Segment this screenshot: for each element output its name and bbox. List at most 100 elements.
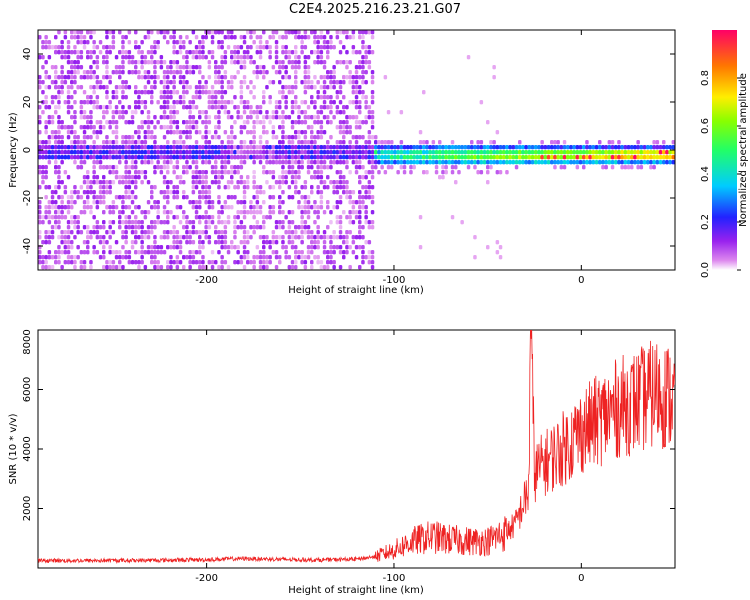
spectrogram-cell xyxy=(156,145,160,150)
spectrogram-cell xyxy=(505,150,509,155)
spectrogram-cell xyxy=(44,35,48,40)
spectrogram-cell xyxy=(326,85,330,90)
spectrogram-cell xyxy=(44,195,48,200)
spectrogram-cell xyxy=(156,100,160,105)
spectrogram-cell xyxy=(185,90,189,95)
spectrogram-cell xyxy=(326,175,330,180)
spectrogram-cell xyxy=(658,160,663,165)
spectrogram-cell xyxy=(262,165,266,170)
spectrogram-cell xyxy=(348,35,352,40)
spectrogram-cell xyxy=(127,140,132,145)
spectrogram-cell xyxy=(217,220,221,225)
spectrogram-cell xyxy=(300,240,304,245)
spectrogram-cell xyxy=(671,160,675,165)
spectrogram-cell xyxy=(370,35,375,40)
spectrogram-cell xyxy=(98,160,103,165)
spectrogram-cell xyxy=(153,65,157,70)
spectrogram-cell xyxy=(66,255,71,260)
spectrogram-cell xyxy=(47,160,52,165)
spectrogram-cell xyxy=(60,210,64,215)
spectrogram-cell xyxy=(50,215,55,220)
spectrogram-cell xyxy=(338,145,343,150)
spectrogram-cell xyxy=(70,95,74,100)
spectrogram-cell xyxy=(281,180,285,185)
spectrogram-cell xyxy=(370,185,375,190)
spectrogram-cell xyxy=(326,250,330,255)
spectrogram-cell xyxy=(38,120,42,125)
spectrogram-cell xyxy=(108,210,112,215)
spectrogram-cell xyxy=(498,160,503,165)
spectrogram-cell xyxy=(345,30,349,35)
spectrogram-cell xyxy=(486,245,490,250)
spectrogram-cell xyxy=(242,140,247,145)
spectrogram-cell xyxy=(233,170,237,175)
spectrogram-cell xyxy=(95,155,100,160)
spectrogram-cell xyxy=(76,195,80,200)
spectrogram-cell xyxy=(114,105,119,110)
spectrogram-cell xyxy=(41,215,45,220)
spectrogram-cell xyxy=(207,205,212,210)
spectrogram-cell xyxy=(556,145,560,150)
spectrogram-cell xyxy=(166,95,170,100)
spectrogram-cell xyxy=(473,160,477,165)
spectrogram-cell xyxy=(124,165,128,170)
spectrogram-cell xyxy=(297,115,301,120)
spectrogram-cell xyxy=(194,165,199,170)
spectrogram-cell xyxy=(230,195,234,200)
spectrogram-cell xyxy=(220,170,224,175)
spectrogram-cell xyxy=(274,50,279,55)
spectrogram-cell xyxy=(338,60,343,65)
spectrogram-cell xyxy=(354,135,359,140)
spectrogram-cell xyxy=(105,260,109,265)
spectrogram-cell xyxy=(534,150,538,155)
spectrogram-cell xyxy=(60,120,64,125)
spectrogram-cell xyxy=(319,105,324,110)
spectrogram-cell xyxy=(223,90,228,95)
spectrogram-cell xyxy=(255,150,260,155)
spectrogram-cell xyxy=(313,245,317,250)
spectrogram-cell xyxy=(226,100,231,105)
spectrogram-cell xyxy=(246,255,250,260)
spectrogram-cell xyxy=(338,250,343,255)
spectrogram-cell xyxy=(300,235,304,240)
spectrogram-cell xyxy=(150,50,154,55)
spectrogram-cell xyxy=(118,155,122,160)
spectrogram-cell xyxy=(351,80,356,85)
spectrogram-cell xyxy=(326,150,330,155)
spectrogram-cell xyxy=(111,140,116,145)
spectrogram-cell xyxy=(242,240,247,245)
spectrogram-cell xyxy=(217,70,221,75)
spectrogram-cell xyxy=(201,50,205,55)
spectrogram-cell xyxy=(364,100,368,105)
spectrogram-cell xyxy=(255,110,260,115)
spectrogram-cell xyxy=(642,155,647,160)
spectrogram-cell xyxy=(358,50,362,55)
spectrogram-cell xyxy=(255,245,260,250)
spectrogram-cell xyxy=(287,30,292,35)
spectrogram-cell xyxy=(175,145,180,150)
spectrogram-cell xyxy=(89,110,93,115)
spectrogram-cell xyxy=(182,55,186,60)
spectrogram-cell xyxy=(242,145,247,150)
spectrogram-cell xyxy=(338,120,343,125)
spectrogram-cell xyxy=(255,120,260,125)
spectrogram-cell xyxy=(223,185,228,190)
spectrogram-cell xyxy=(498,255,503,260)
spectrogram-cell xyxy=(124,185,128,190)
spectrogram-cell xyxy=(143,175,148,180)
spectrogram-cell xyxy=(108,50,112,55)
spectrogram-cell xyxy=(610,145,615,150)
spectrogram-cell xyxy=(591,150,596,155)
spectrogram-cell xyxy=(540,150,544,155)
spectrogram-cell xyxy=(166,230,170,235)
spectrogram-cell xyxy=(287,160,292,165)
spectrogram-cell xyxy=(575,150,580,155)
spectrogram-cell xyxy=(204,35,208,40)
spectrogram-cell xyxy=(156,75,160,80)
spectrogram-cell xyxy=(178,100,183,105)
spectrogram-cell xyxy=(114,120,119,125)
spectrogram-cell xyxy=(150,100,154,105)
spectrogram-cell xyxy=(342,125,346,130)
spectrogram-cell xyxy=(313,255,317,260)
spectrogram-cells xyxy=(38,30,675,270)
